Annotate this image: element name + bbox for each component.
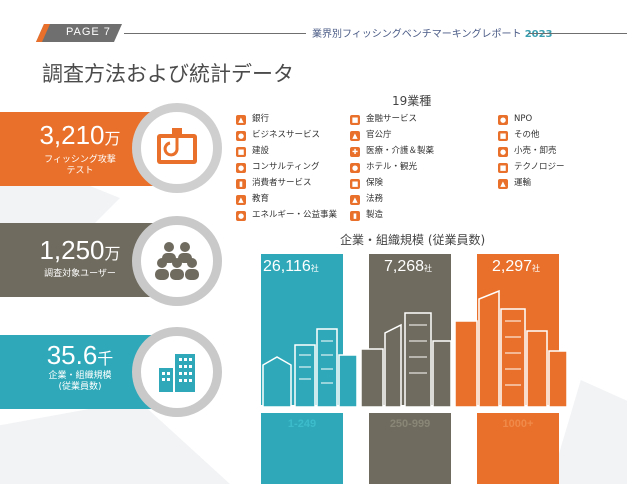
size-column-range: 250-999 bbox=[389, 418, 431, 430]
legal-icon: ▲ bbox=[350, 195, 360, 205]
industry-item: ■ 保険 bbox=[350, 178, 384, 189]
stat-icon-ring bbox=[132, 327, 222, 417]
npo-icon: ● bbox=[498, 115, 508, 125]
construction-icon: ■ bbox=[236, 147, 246, 157]
retail-icon: ● bbox=[498, 147, 508, 157]
industry-item: ● 小売・卸売 bbox=[498, 146, 557, 157]
consulting-icon: ● bbox=[236, 163, 246, 173]
stat-number: 35.6千 bbox=[46, 340, 114, 370]
industry-item: ■ 建設 bbox=[236, 146, 270, 157]
org-size-title: 企業・組織規模 (従業員数) bbox=[340, 233, 486, 247]
stat-number: 1,250万 bbox=[39, 235, 121, 265]
size-column-value: 2,297社 bbox=[492, 258, 541, 275]
government-icon: ▲ bbox=[350, 131, 360, 141]
business-services-icon: ● bbox=[236, 131, 246, 141]
industry-item: ● ビジネスサービス bbox=[236, 130, 321, 141]
stat-icon-ring bbox=[132, 103, 222, 193]
industry-item: ▲ 官公庁 bbox=[350, 129, 392, 141]
other-icon: ■ bbox=[498, 131, 508, 141]
industry-item: ▲ 教育 bbox=[236, 193, 269, 205]
education-icon: ▲ bbox=[236, 195, 246, 205]
report-title-text: 業界別フィッシングベンチマーキングレポート bbox=[312, 29, 522, 40]
industry-item: ■ その他 bbox=[498, 130, 540, 141]
industry-item: ▮ 製造 bbox=[350, 209, 383, 221]
stat-number: 3,210万 bbox=[39, 120, 121, 150]
industry-item: ▲ 銀行 bbox=[236, 113, 269, 125]
industries-title: 19業種 bbox=[392, 94, 432, 108]
users-group-icon bbox=[155, 242, 199, 280]
industry-item: ● NPO bbox=[498, 114, 533, 125]
hospitality-icon: ● bbox=[350, 163, 360, 173]
industry-item: ✚ 医療・介護＆製薬 bbox=[350, 145, 434, 157]
stat-label: フィッシング攻撃 テスト bbox=[44, 155, 116, 176]
report-title: 業界別フィッシングベンチマーキングレポート 2023 bbox=[312, 25, 553, 40]
buildings-icon bbox=[159, 354, 195, 392]
industry-item: ■ テクノロジー bbox=[498, 162, 565, 173]
phishing-hook-icon bbox=[157, 128, 197, 164]
industry-item: ● ホテル・観光 bbox=[350, 162, 418, 173]
size-column-value: 7,268社 bbox=[384, 258, 433, 275]
industry-item: ▲ 法務 bbox=[350, 193, 383, 205]
industry-item: ▮ 消費者サービス bbox=[236, 177, 312, 189]
size-column-range: 1-249 bbox=[287, 418, 317, 430]
transport-icon: ▲ bbox=[498, 179, 508, 189]
city-skyline-illustration bbox=[255, 289, 570, 413]
technology-icon: ■ bbox=[498, 163, 508, 173]
energy-icon: ● bbox=[236, 211, 246, 221]
page-number: PAGE 7 bbox=[66, 26, 111, 38]
stat-icon-ring bbox=[132, 216, 222, 306]
header-divider bbox=[528, 33, 627, 34]
page-title: 調査方法および統計データ bbox=[42, 62, 294, 86]
header-divider bbox=[124, 33, 306, 34]
manufacturing-icon: ▮ bbox=[350, 211, 360, 221]
industry-item: ■ 金融サービス bbox=[350, 114, 418, 125]
industry-item: ● エネルギー・公益事業 bbox=[236, 210, 338, 221]
industry-item: ● コンサルティング bbox=[236, 162, 320, 173]
size-column-value: 26,116社 bbox=[263, 258, 319, 275]
page-tag bbox=[36, 24, 122, 42]
healthcare-icon: ✚ bbox=[350, 147, 360, 157]
financial-services-icon: ■ bbox=[350, 115, 360, 125]
stat-label: 調査対象ユーザー bbox=[44, 269, 116, 279]
stat-label: 企業・組織規模 (従業員数) bbox=[48, 371, 112, 392]
industry-item: ▲ 運輸 bbox=[498, 177, 531, 189]
insurance-icon: ■ bbox=[350, 179, 360, 189]
report-year: 2023 bbox=[524, 29, 553, 40]
consumer-services-icon: ▮ bbox=[236, 179, 246, 189]
bank-icon: ▲ bbox=[236, 115, 246, 125]
size-column-range: 1000+ bbox=[502, 418, 534, 430]
